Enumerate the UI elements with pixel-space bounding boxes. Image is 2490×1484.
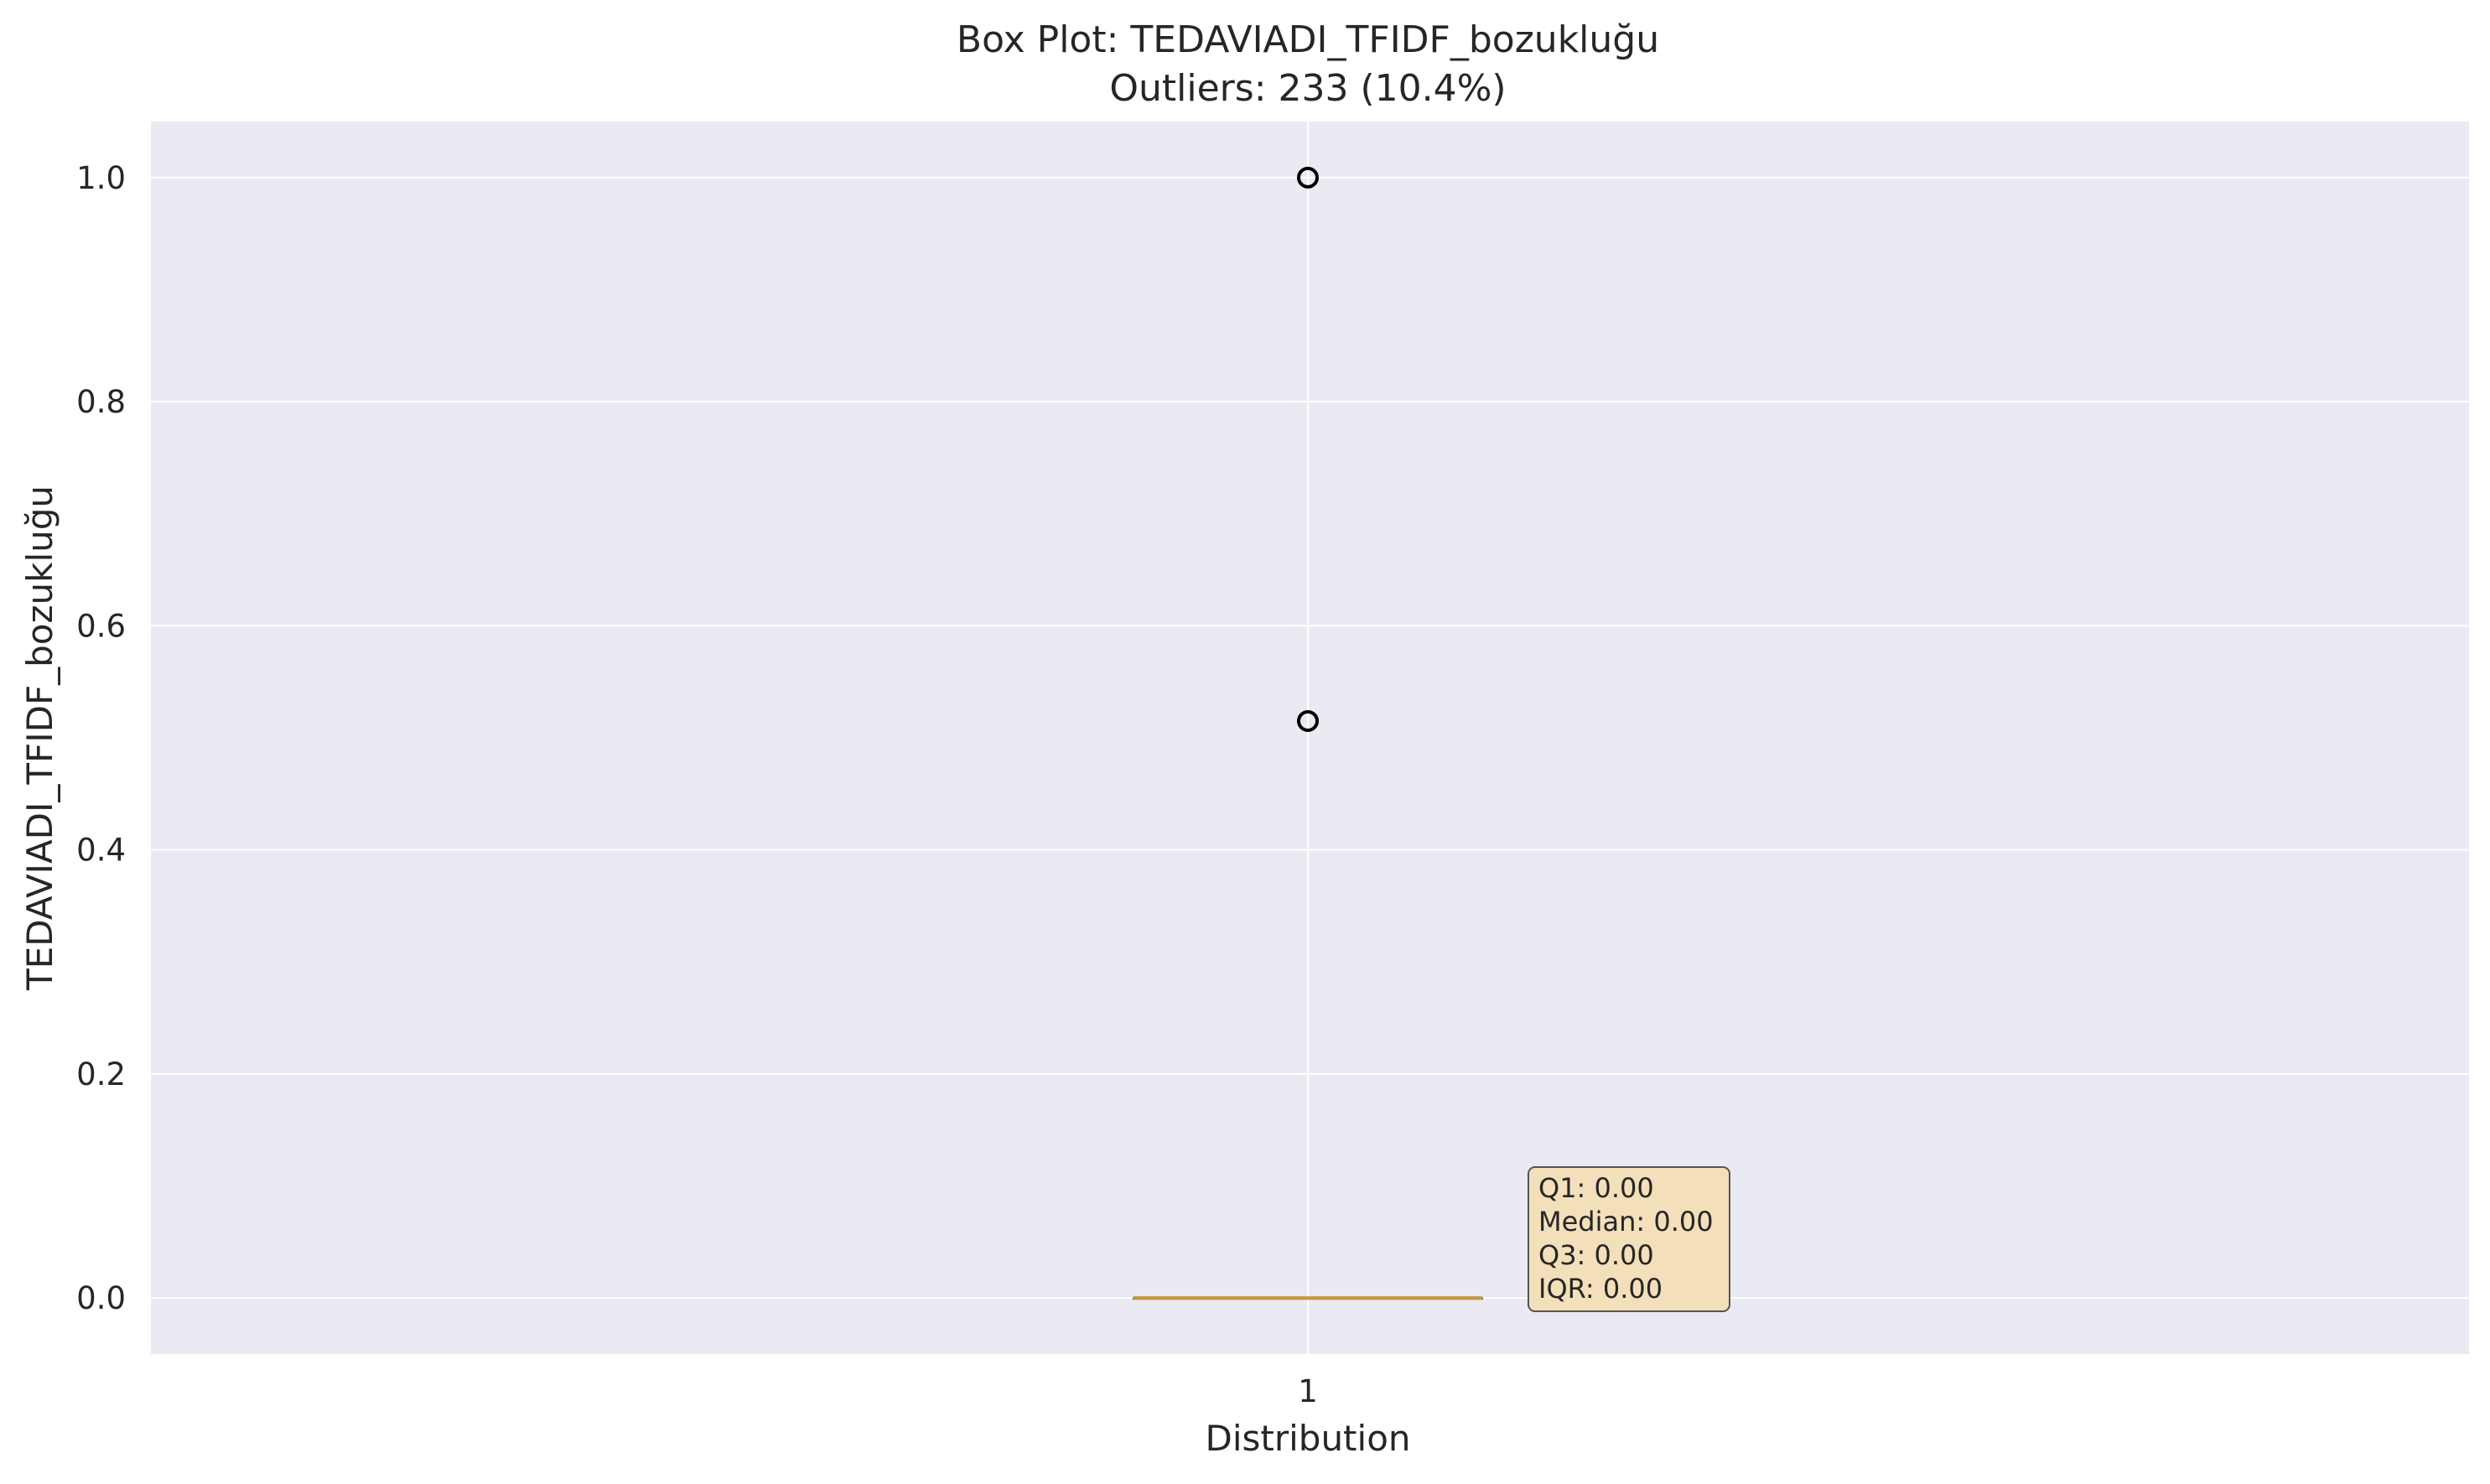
- chart-subtitle: Outliers: 233 (10.4%): [1109, 67, 1506, 110]
- grid-lines: [151, 122, 2469, 1354]
- chart-title: Box Plot: TEDAVIADI_TFIDF_bozukluğu: [957, 18, 1659, 61]
- x-tick-labels: 1: [1298, 1373, 1318, 1409]
- stats-box-background: [1528, 1166, 1730, 1312]
- stats-q3: Q3: 0.00: [1538, 1239, 1654, 1271]
- y-tick-label: 0.8: [76, 384, 126, 420]
- y-axis-label: TEDAVIADI_TFIDF_bozukluğu: [19, 485, 60, 991]
- stats-box: Q1: 0.00 Median: 0.00 Q3: 0.00 IQR: 0.00: [1528, 1166, 1730, 1312]
- stats-q1: Q1: 0.00: [1538, 1172, 1654, 1204]
- x-tick-label: 1: [1298, 1373, 1318, 1409]
- y-tick-label: 0.2: [76, 1056, 126, 1092]
- x-axis-label: Distribution: [1205, 1418, 1410, 1459]
- box-layer: [1133, 1296, 1483, 1300]
- stats-median: Median: 0.00: [1538, 1206, 1714, 1238]
- y-tick-labels: 0.0 0.2 0.4 0.6 0.8 1.0: [76, 160, 126, 1316]
- plot-area: [151, 122, 2469, 1354]
- y-tick-label: 1.0: [76, 160, 126, 196]
- y-tick-label: 0.4: [76, 833, 126, 869]
- stats-iqr: IQR: 0.00: [1538, 1273, 1663, 1305]
- y-tick-label: 0.6: [76, 608, 126, 644]
- outlier-point: [1297, 166, 1319, 189]
- outlier-point: [1297, 709, 1319, 732]
- y-tick-label: 0.0: [76, 1280, 126, 1316]
- outlier-layer: [1297, 166, 1319, 732]
